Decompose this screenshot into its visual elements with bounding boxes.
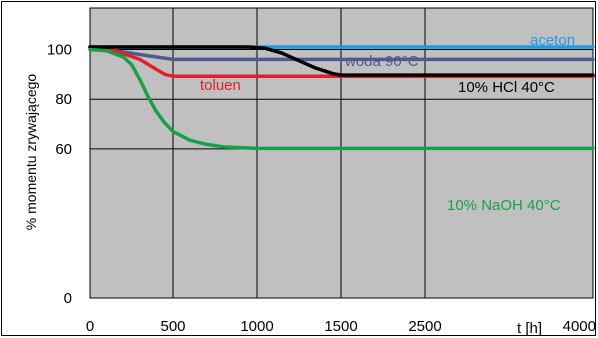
series-label-hcl: 10% HCl 40°C <box>458 79 555 96</box>
y-axis-label: % momentu zrywającego <box>23 74 39 231</box>
grid <box>89 7 594 299</box>
x-tick-1500: 1500 <box>324 318 357 335</box>
y-tick-100: 100 <box>47 42 72 59</box>
series-label-naoh: 10% NaOH 40°C <box>447 197 561 214</box>
series-group <box>88 45 595 151</box>
series-line-2 <box>88 45 595 79</box>
x-axis-label: t [h] <box>517 320 542 337</box>
plot-border <box>89 7 594 299</box>
y-tick-0: 0 <box>64 290 72 307</box>
x-tick-4000: 4000 <box>563 318 596 335</box>
x-tick-0: 0 <box>86 318 94 335</box>
y-tick-labels: 0 60 80 100 <box>47 42 72 308</box>
series-line-4 <box>88 47 595 151</box>
series-label-toluen: toluen <box>200 77 241 94</box>
y-tick-80: 80 <box>55 91 72 108</box>
y-tick-60: 60 <box>55 141 72 158</box>
x-tick-2500: 2500 <box>408 318 441 335</box>
x-tick-500: 500 <box>160 318 185 335</box>
series-line-3 <box>88 45 595 77</box>
x-tick-1000: 1000 <box>240 318 273 335</box>
x-tick-labels: 0 500 1000 1500 2500 4000 <box>86 318 596 335</box>
series-label-aceton: aceton <box>530 32 575 49</box>
series-label-woda: woda 90°C <box>344 53 419 70</box>
